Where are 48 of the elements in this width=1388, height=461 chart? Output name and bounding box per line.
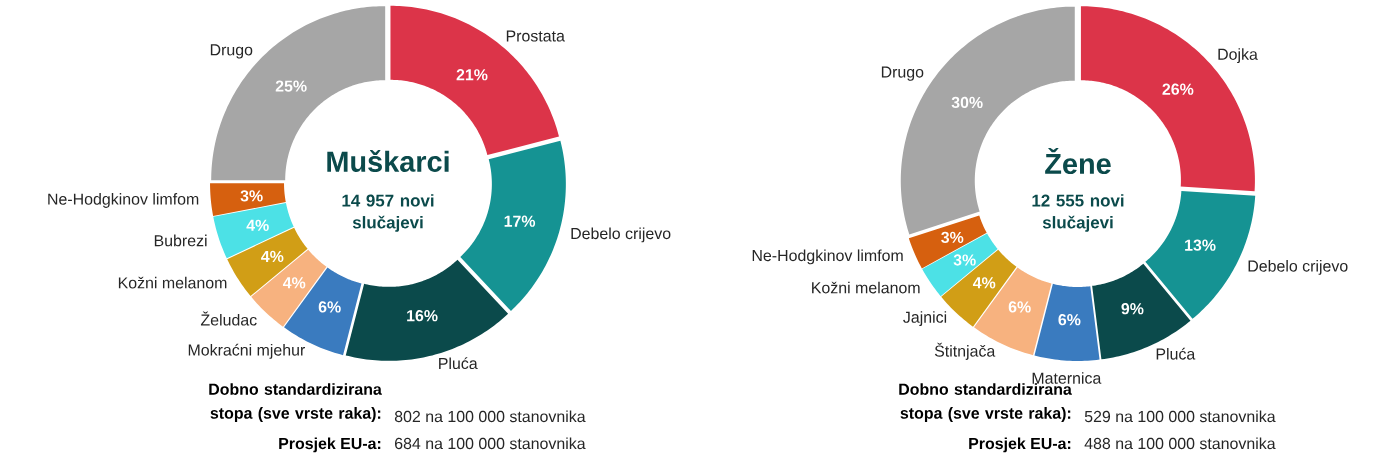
text: Dobno standardizirana stopa (sve vrste raka):: [209, 383, 382, 422]
text: 14 957 novi slučajevi: [342, 194, 434, 232]
data-label: 4%: [261, 250, 284, 262]
data-label: 17%: [504, 215, 536, 227]
slice-label: Mokraćni mjehur: [188, 343, 306, 359]
data-label: 21%: [456, 69, 488, 81]
slice-label: Želudac: [200, 311, 257, 326]
slice-label: Drugo: [881, 66, 924, 81]
slice-label: Jajnici: [903, 311, 947, 327]
data-label: 6%: [1008, 301, 1031, 313]
slice-label: Kožni melanom: [118, 276, 227, 289]
data-label: 16%: [407, 310, 438, 322]
text: 529 na 100 000 stanovnika: [1084, 410, 1276, 423]
data-label: 13%: [1185, 239, 1216, 251]
data-label: 3%: [941, 231, 964, 244]
data-label: 6%: [318, 301, 341, 313]
data-label: 26%: [1162, 83, 1194, 95]
data-label: 4%: [282, 277, 306, 289]
data-label: 4%: [246, 219, 269, 231]
slice-label: Dojka: [1218, 48, 1258, 64]
text: 684 na 100 000 stanovnika: [395, 437, 586, 450]
slice-label: Pluća: [1156, 347, 1196, 360]
slice-label: Prostata: [506, 30, 565, 42]
slice-label: Debelo crijevo: [1248, 260, 1348, 275]
data-label: 3%: [953, 254, 976, 266]
slice-label: Kožni melanom: [812, 281, 920, 294]
text: Muškarci: [327, 150, 449, 172]
text: Prosjek EU-a:: [969, 437, 1071, 453]
data-label: 3%: [240, 190, 263, 202]
data-label: 30%: [951, 96, 983, 109]
slice-label: Ne-Hodgkinov limfom: [48, 193, 199, 208]
text: Prosjek EU-a:: [279, 437, 381, 453]
slice-label: Štitnjača: [934, 342, 996, 360]
data-label: 25%: [275, 80, 307, 92]
slice-label: Bubrezi: [154, 234, 207, 247]
data-label: 4%: [972, 277, 996, 289]
data-label: 6%: [1058, 314, 1081, 326]
text: Žene: [1045, 147, 1111, 175]
text: Dobno standardizirana stopa (sve vrste raka):: [899, 383, 1072, 422]
slice-label: Drugo: [210, 44, 253, 59]
data-label: 9%: [1121, 303, 1144, 315]
text: 12 555 novi slučajevi: [1032, 194, 1124, 232]
text: 802 na 100 000 stanovnika: [394, 410, 586, 423]
slice-label: Ne-Hodgkinov limfom: [752, 249, 903, 265]
text: 488 na 100 000 stanovnika: [1084, 437, 1276, 450]
slice-label: Debelo crijevo: [571, 227, 671, 243]
slice-label: Pluća: [439, 357, 478, 370]
slice-label: Maternica: [1032, 372, 1102, 384]
